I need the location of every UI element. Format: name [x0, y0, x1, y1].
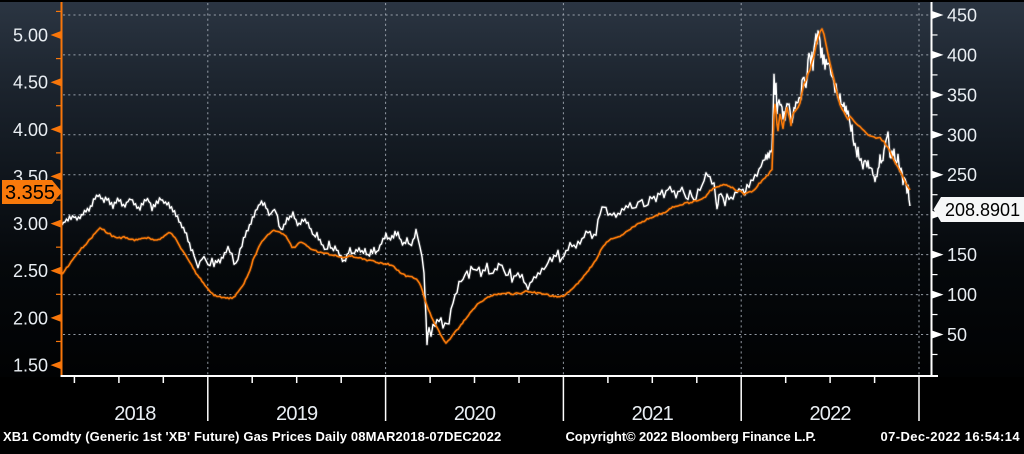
- svg-text:2.50: 2.50: [13, 261, 48, 281]
- svg-text:3.355: 3.355: [5, 182, 55, 204]
- svg-text:250: 250: [947, 165, 977, 185]
- svg-text:3.00: 3.00: [13, 214, 48, 234]
- svg-text:2021: 2021: [632, 403, 674, 425]
- svg-text:150: 150: [947, 245, 977, 265]
- svg-text:400: 400: [947, 45, 977, 65]
- svg-text:100: 100: [947, 285, 977, 305]
- svg-text:2018: 2018: [114, 403, 156, 425]
- svg-text:350: 350: [947, 85, 977, 105]
- svg-text:XB1 Comdty (Generic 1st 'XB' F: XB1 Comdty (Generic 1st 'XB' Future) Gas…: [3, 429, 501, 444]
- svg-text:2020: 2020: [454, 403, 496, 425]
- svg-text:450: 450: [947, 6, 977, 26]
- svg-text:4.00: 4.00: [13, 120, 48, 140]
- svg-text:208.8901: 208.8901: [945, 200, 1020, 220]
- svg-text:Copyright© 2022 Bloomberg Fina: Copyright© 2022 Bloomberg Finance L.P.: [566, 429, 816, 444]
- svg-text:50: 50: [947, 325, 967, 345]
- svg-text:4.50: 4.50: [13, 73, 48, 93]
- svg-text:5.00: 5.00: [13, 26, 48, 46]
- svg-text:2.00: 2.00: [13, 308, 48, 328]
- svg-text:300: 300: [947, 125, 977, 145]
- svg-text:2019: 2019: [276, 403, 318, 425]
- svg-text:07-Dec-2022 16:54:14: 07-Dec-2022 16:54:14: [880, 429, 1020, 444]
- svg-text:1.50: 1.50: [13, 356, 48, 376]
- svg-text:2022: 2022: [809, 403, 851, 425]
